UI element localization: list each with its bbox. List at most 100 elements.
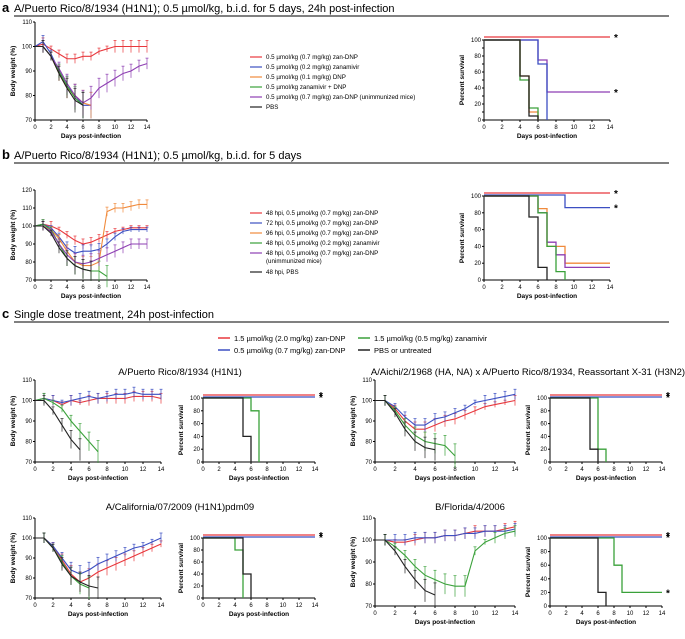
y-tick-label: 60 [193, 560, 200, 566]
x-tick-label: 10 [472, 467, 479, 473]
survival-curve [550, 397, 599, 462]
significance-star: * [319, 391, 323, 402]
y-tick-label: 100 [362, 399, 373, 405]
x-tick-label: 0 [373, 467, 377, 473]
x-tick-label: 12 [492, 467, 499, 473]
significance-star: * [319, 531, 323, 542]
weight-curve [34, 40, 91, 106]
significance-star: * [614, 189, 618, 200]
x-tick-label: 8 [453, 467, 457, 473]
y-tick-label: 90 [25, 419, 32, 425]
y-tick-label: 60 [193, 422, 200, 428]
x-tick-label: 6 [596, 611, 600, 617]
legend-a-label: 0.5 µmol/kg (0.2 mg/kg) zanamivir [266, 64, 359, 71]
strain-title: B/Florida/4/2006 [435, 502, 505, 513]
x-axis-label: Days post-infection [68, 611, 128, 618]
x-tick-label: 6 [249, 467, 253, 473]
x-tick-label: 2 [500, 125, 504, 131]
legend-a-label: 0.5 µmol/kg (0.7 mg/kg) zan-DNP (unimmun… [266, 94, 415, 101]
y-tick-label: 70 [25, 118, 32, 124]
x-tick-label: 2 [49, 125, 53, 131]
y-tick-label: 110 [22, 20, 32, 26]
x-tick-label: 6 [249, 603, 253, 609]
x-tick-label: 14 [312, 467, 319, 473]
x-tick-label: 12 [643, 467, 650, 473]
legend-b-label: 96 hpi, 0.5 µmol/kg (0.7 mg/kg) zan-DNP [266, 230, 378, 237]
y-tick-label: 70 [25, 596, 32, 602]
y-tick-label: 100 [22, 536, 33, 542]
chart-c2-body-weight: 0 2 4 6 8 10 12 14 70 80 90 100 110 Days post-infecti… [350, 378, 519, 482]
y-tick-label: 0 [197, 596, 201, 602]
chart-b-body-weight: 0 2 4 6 8 10 12 14 70 80 90 100 110 120 Days post-infe… [10, 188, 151, 300]
x-tick-label: 14 [607, 285, 614, 291]
x-tick-label: 4 [580, 467, 584, 473]
x-tick-label: 6 [81, 125, 85, 131]
x-tick-label: 6 [433, 467, 437, 473]
x-tick-label: 4 [65, 285, 69, 291]
y-tick-label: 20 [193, 584, 200, 590]
x-tick-label: 6 [81, 285, 85, 291]
y-tick-label: 0 [544, 460, 548, 466]
y-tick-label: 20 [540, 447, 547, 453]
x-tick-label: 8 [105, 603, 109, 609]
y-axis-label: Percent survival [178, 405, 185, 455]
y-tick-label: 90 [25, 69, 32, 75]
legend-a-label: 0.5 µmol/kg (0.1 mg/kg) DNP [266, 74, 346, 81]
y-tick-label: 100 [537, 536, 548, 542]
y-tick-label: 100 [362, 538, 373, 544]
significance-star: * [666, 393, 670, 404]
x-tick-label: 0 [33, 125, 37, 131]
x-tick-label: 14 [144, 125, 151, 131]
survival-curve [203, 397, 252, 462]
y-tick-label: 70 [25, 278, 32, 284]
y-tick-label: 100 [22, 399, 33, 405]
panel-letter-b: b [2, 147, 10, 162]
x-tick-label: 8 [105, 467, 109, 473]
x-tick-label: 6 [433, 611, 437, 617]
y-tick-label: 80 [193, 548, 200, 554]
x-tick-label: 14 [158, 467, 165, 473]
x-tick-label: 12 [296, 467, 303, 473]
significance-star: * [666, 533, 670, 544]
x-tick-label: 0 [482, 285, 486, 291]
x-tick-label: 4 [580, 611, 584, 617]
x-tick-label: 4 [233, 467, 237, 473]
survival-curve [203, 537, 252, 598]
x-axis-label: Days post-infection [517, 133, 577, 140]
chart-a-body-weight: 0 2 4 6 8 10 12 14 70 80 90 100 110 Days post-infecti… [10, 20, 151, 140]
y-tick-label: 80 [540, 409, 547, 415]
x-tick-label: 2 [217, 467, 221, 473]
x-tick-label: 4 [69, 603, 73, 609]
x-tick-label: 0 [33, 603, 37, 609]
x-tick-label: 4 [69, 467, 73, 473]
y-tick-label: 110 [22, 206, 32, 212]
x-tick-label: 10 [280, 467, 287, 473]
x-tick-label: 2 [393, 611, 397, 617]
y-tick-label: 80 [25, 576, 32, 582]
y-tick-label: 100 [22, 224, 33, 230]
y-tick-label: 100 [22, 45, 33, 51]
survival-curve [484, 195, 548, 280]
x-tick-label: 0 [548, 611, 552, 617]
y-axis-label: Percent survival [525, 405, 532, 455]
x-axis-label: Days post-infection [61, 293, 121, 300]
x-tick-label: 8 [612, 611, 616, 617]
survival-curve [484, 195, 566, 280]
x-tick-label: 10 [280, 603, 287, 609]
x-tick-label: 2 [217, 603, 221, 609]
weight-curve [35, 399, 81, 451]
y-axis-label: Percent survival [178, 543, 185, 593]
y-tick-label: 60 [540, 422, 547, 428]
x-tick-label: 6 [536, 125, 540, 131]
y-tick-label: 90 [25, 242, 32, 248]
y-tick-label: 20 [474, 261, 481, 267]
x-tick-label: 14 [312, 603, 319, 609]
y-tick-label: 90 [365, 560, 372, 566]
x-tick-label: 14 [512, 611, 519, 617]
legend-c-label: 1.5 µmol/kg (2.0 mg/kg) zan-DNP [234, 334, 345, 343]
y-tick-label: 20 [474, 102, 481, 108]
y-tick-label: 60 [540, 563, 547, 569]
survival-curve [550, 537, 662, 594]
x-tick-label: 12 [140, 603, 147, 609]
y-tick-label: 70 [365, 604, 372, 610]
